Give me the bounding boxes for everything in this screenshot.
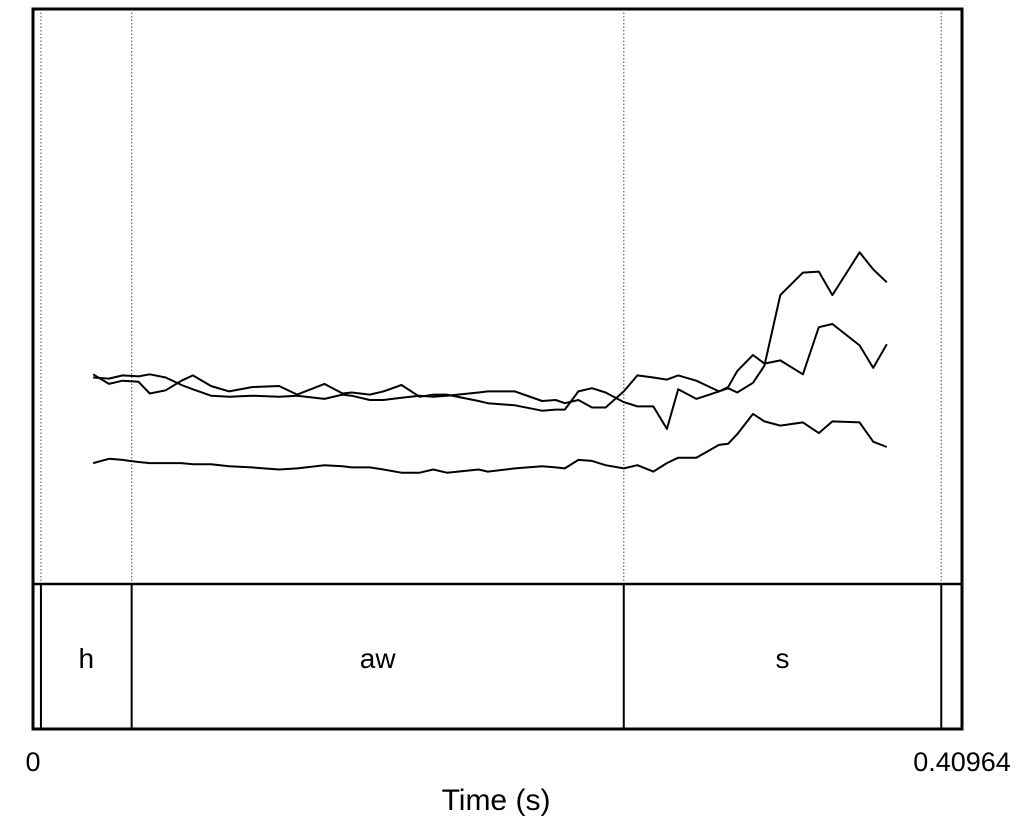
plot-layer [40,9,942,584]
x-tick-label-start: 0 [25,747,40,777]
series-line-3 [92,412,888,474]
chart-frame [31,7,964,731]
annotation-tier: h aw s [39,584,943,729]
interval-label-aw: aw [360,643,397,674]
series-line-1 [93,251,888,409]
interval-label-s: s [776,643,790,674]
plot-border [31,7,964,731]
interval-label-h: h [79,643,95,674]
series-line-2 [92,323,888,430]
x-axis-label: Time (s) [442,784,551,817]
x-tick-label-end: 0.40964 [913,747,1011,777]
